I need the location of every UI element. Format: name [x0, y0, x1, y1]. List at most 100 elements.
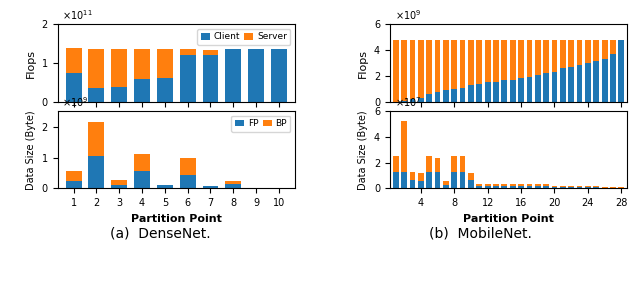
Bar: [460, 88, 465, 102]
Bar: [535, 40, 541, 75]
Bar: [577, 40, 582, 65]
Bar: [111, 180, 127, 185]
Bar: [65, 73, 81, 102]
Bar: [401, 172, 407, 188]
Bar: [202, 54, 218, 102]
Bar: [552, 40, 557, 72]
Bar: [426, 40, 432, 94]
Bar: [451, 40, 457, 89]
Bar: [593, 186, 599, 187]
Bar: [134, 154, 150, 171]
Bar: [577, 65, 582, 102]
Bar: [484, 82, 491, 102]
X-axis label: Partition Point: Partition Point: [463, 214, 554, 224]
Bar: [426, 172, 432, 188]
Bar: [535, 186, 541, 188]
Bar: [568, 187, 574, 188]
Bar: [585, 40, 591, 63]
Text: $\times10^{7}$: $\times10^{7}$: [395, 95, 421, 109]
Bar: [493, 186, 499, 188]
Bar: [157, 50, 173, 78]
Bar: [577, 187, 582, 188]
Bar: [518, 40, 524, 78]
Bar: [484, 184, 491, 186]
Bar: [443, 181, 449, 185]
Bar: [527, 186, 532, 188]
Bar: [460, 172, 465, 188]
Bar: [443, 40, 449, 90]
Bar: [271, 50, 287, 102]
Bar: [535, 184, 541, 186]
Bar: [410, 99, 415, 102]
Bar: [577, 186, 582, 187]
Bar: [180, 55, 196, 102]
Bar: [88, 122, 104, 156]
Bar: [111, 49, 127, 87]
Bar: [501, 186, 508, 188]
Y-axis label: Flops: Flops: [26, 49, 36, 78]
Bar: [65, 47, 81, 73]
Text: (a)  DenseNet.: (a) DenseNet.: [109, 226, 211, 240]
Bar: [435, 172, 440, 188]
Bar: [593, 40, 599, 61]
Bar: [435, 92, 440, 102]
Bar: [543, 40, 549, 73]
Bar: [560, 187, 566, 188]
Bar: [568, 40, 574, 67]
Bar: [552, 186, 557, 187]
Bar: [435, 40, 440, 92]
Bar: [602, 59, 607, 102]
Bar: [543, 184, 549, 186]
Bar: [518, 184, 524, 186]
Bar: [451, 156, 457, 172]
Bar: [510, 184, 516, 186]
Bar: [510, 186, 516, 188]
Bar: [426, 156, 432, 172]
Bar: [535, 75, 541, 102]
Bar: [418, 40, 424, 98]
Text: (b)  MobileNet.: (b) MobileNet.: [429, 226, 531, 240]
Bar: [134, 79, 150, 102]
Bar: [476, 184, 482, 186]
Bar: [501, 40, 508, 81]
Bar: [468, 85, 474, 102]
Bar: [493, 40, 499, 82]
Bar: [501, 184, 508, 186]
Bar: [410, 172, 415, 180]
Bar: [393, 156, 399, 172]
Bar: [451, 172, 457, 188]
Bar: [493, 184, 499, 186]
Bar: [484, 40, 491, 82]
Legend: Client, Server: Client, Server: [197, 29, 291, 45]
Bar: [225, 184, 241, 188]
Bar: [602, 40, 607, 59]
Bar: [401, 121, 407, 172]
Bar: [393, 40, 399, 102]
Bar: [401, 40, 407, 101]
Bar: [527, 77, 532, 102]
Bar: [568, 186, 574, 187]
Bar: [157, 78, 173, 102]
Bar: [401, 101, 407, 102]
Bar: [202, 186, 218, 188]
Bar: [410, 180, 415, 188]
Bar: [435, 157, 440, 172]
Bar: [510, 80, 516, 102]
Bar: [468, 40, 474, 85]
Bar: [476, 84, 482, 102]
Bar: [134, 171, 150, 188]
Bar: [552, 72, 557, 102]
Bar: [157, 185, 173, 188]
Bar: [88, 50, 104, 88]
Bar: [248, 50, 264, 102]
Text: $\times10^{9}$: $\times10^{9}$: [395, 8, 421, 22]
Bar: [418, 98, 424, 102]
Bar: [568, 67, 574, 102]
Bar: [418, 181, 424, 188]
Bar: [610, 54, 616, 102]
Bar: [443, 185, 449, 188]
Bar: [443, 90, 449, 102]
Legend: FP, BP: FP, BP: [232, 116, 291, 132]
Bar: [225, 50, 241, 102]
Bar: [501, 81, 508, 102]
